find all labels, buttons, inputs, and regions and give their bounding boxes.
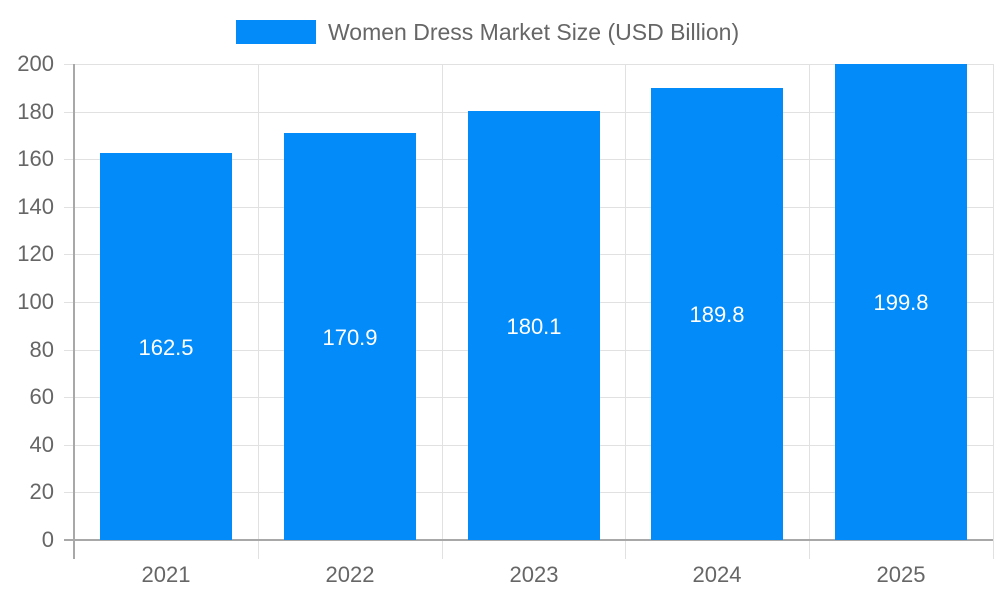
x-tick-label: 2021 [141, 562, 191, 587]
bar-value-label: 199.8 [873, 290, 929, 315]
bar-2024[interactable] [651, 88, 783, 540]
gridline-vertical [625, 64, 626, 559]
bar-2021[interactable] [100, 153, 232, 540]
x-tick-label: 2024 [692, 562, 742, 587]
legend-swatch [236, 20, 316, 44]
x-tick-label: 2022 [325, 562, 375, 587]
x-tick-label: 2025 [876, 562, 926, 587]
y-tick-label: 200 [17, 51, 54, 76]
gridline-vertical [993, 64, 994, 559]
y-axis-line [73, 64, 75, 559]
gridline-vertical [258, 64, 259, 559]
chart-legend[interactable]: Women Dress Market Size (USD Billion) [236, 19, 739, 45]
bar-value-label: 170.9 [322, 325, 378, 350]
legend-label: Women Dress Market Size (USD Billion) [328, 18, 740, 45]
y-tick-label: 120 [17, 241, 54, 266]
y-tick-label: 180 [17, 99, 54, 124]
x-tick-label: 2023 [509, 562, 559, 587]
gridline-horizontal [64, 64, 993, 65]
y-tick-label: 60 [29, 384, 54, 409]
y-tick-label: 0 [41, 527, 54, 552]
bar-2023[interactable] [468, 111, 600, 540]
y-tick-label: 80 [29, 337, 54, 362]
bar-value-label: 180.1 [506, 314, 562, 339]
bar-value-label: 189.8 [689, 302, 745, 327]
y-tick-label: 100 [17, 289, 54, 314]
y-tick-label: 20 [29, 479, 54, 504]
y-tick-label: 160 [17, 146, 54, 171]
bar-2022[interactable] [284, 133, 416, 540]
x-axis-line [64, 539, 993, 541]
bar-2025[interactable] [835, 64, 967, 540]
y-tick-label: 40 [29, 432, 54, 457]
bar-value-label: 162.5 [138, 335, 194, 360]
gridline-vertical [809, 64, 810, 559]
y-tick-label: 140 [17, 194, 54, 219]
gridline-vertical [442, 64, 443, 559]
